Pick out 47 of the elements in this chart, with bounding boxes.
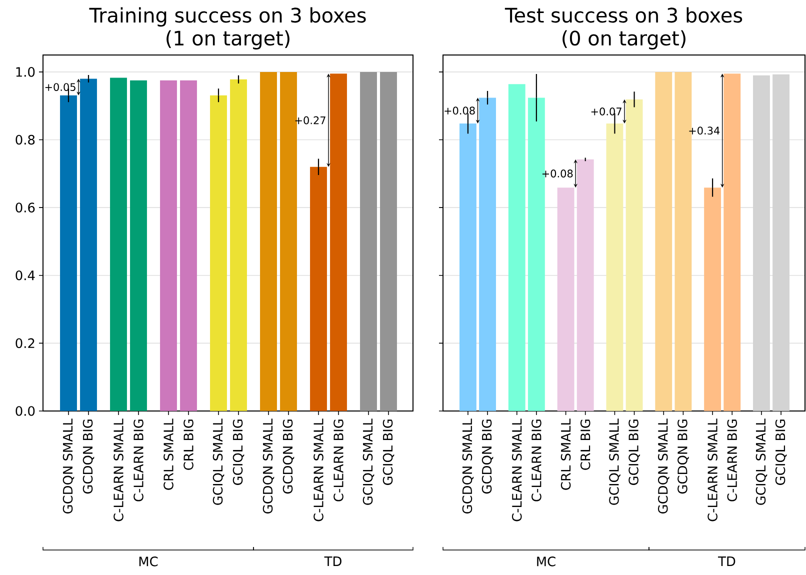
x-tick-label: C-LEARN SMALL bbox=[708, 418, 718, 522]
text: TD bbox=[718, 556, 736, 566]
x-tick-label: GCIQL BIG bbox=[382, 420, 394, 485]
x-tick-label: GCIQL SMALL bbox=[609, 418, 620, 505]
x-tick-label: GCDQN BIG bbox=[82, 420, 94, 494]
chart-title: Test success on 3 boxes bbox=[504, 7, 742, 23]
x-tick-label: CRL BIG bbox=[184, 420, 194, 470]
text: TD bbox=[324, 556, 342, 566]
x-tick-label: GCDQN BIG bbox=[678, 420, 689, 494]
x-tick-label: C-LEARN SMALL bbox=[314, 418, 324, 522]
x-tick-label: C-LEARN BIG bbox=[727, 420, 738, 502]
x-tick-label: GCDQN SMALL bbox=[462, 418, 474, 514]
x-tick-label: C-LEARN BIG bbox=[334, 420, 344, 502]
x-tick-label: GCIQL BIG bbox=[232, 420, 244, 485]
y-tick-label: 0.4 bbox=[16, 270, 35, 280]
annotation: +0.05 bbox=[45, 83, 76, 91]
x-tick-label: GCIQL SMALL bbox=[362, 418, 374, 505]
x-tick-label: GCIQL BIG bbox=[628, 420, 640, 485]
x-tick-label: C-LEARN SMALL bbox=[114, 418, 124, 522]
annotation: +0.34 bbox=[689, 126, 720, 135]
x-tick-label: GCDQN SMALL bbox=[658, 418, 670, 514]
annotation: +0.07 bbox=[591, 107, 622, 116]
annotation: +0.08 bbox=[444, 106, 475, 115]
x-tick-label: GCDQN SMALL bbox=[262, 418, 274, 514]
x-tick-label: CRL BIG bbox=[580, 420, 590, 470]
x-tick-label: C-LEARN SMALL bbox=[512, 418, 522, 522]
y-tick-label: 0.2 bbox=[16, 338, 34, 348]
text: MC bbox=[139, 556, 158, 566]
x-tick-label: CRL SMALL bbox=[164, 418, 174, 490]
x-tick-label: GCDQN BIG bbox=[282, 420, 294, 494]
x-tick-label: C-LEARN BIG bbox=[532, 420, 542, 502]
annotation: +0.08 bbox=[542, 170, 573, 178]
y-tick-label: 0.0 bbox=[16, 406, 35, 416]
x-tick-label: GCDQN SMALL bbox=[62, 418, 74, 514]
y-tick-label: 0.8 bbox=[16, 134, 35, 145]
chart-subtitle: (1 on target) bbox=[166, 30, 290, 50]
x-tick-label: GCIQL BIG bbox=[775, 420, 787, 485]
y-tick-label: 0.6 bbox=[16, 202, 35, 212]
x-tick-label: CRL SMALL bbox=[560, 418, 571, 490]
chart-title: Training success on 3 boxes bbox=[89, 7, 366, 27]
x-tick-label: GCDQN BIG bbox=[482, 420, 494, 494]
chart-subtitle: (0 on target) bbox=[562, 30, 686, 50]
x-tick-label: GCIQL SMALL bbox=[756, 418, 768, 505]
y-tick-label: 1.0 bbox=[16, 67, 35, 77]
x-tick-label: C-LEARN BIG bbox=[134, 420, 144, 502]
text: MC bbox=[537, 556, 556, 566]
x-tick-label: GCIQL SMALL bbox=[212, 418, 224, 505]
